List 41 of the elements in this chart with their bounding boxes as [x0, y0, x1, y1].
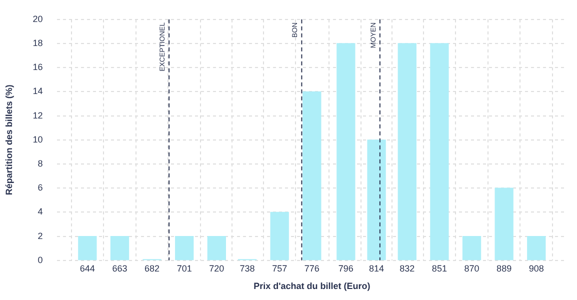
y-tick-label: 8: [38, 158, 43, 168]
y-tick-label: 12: [32, 110, 43, 120]
y-tick-label: 0: [38, 254, 43, 265]
bar: [78, 236, 97, 260]
y-tick-label: 6: [38, 182, 43, 193]
bar: [175, 236, 194, 260]
x-tick-label: 738: [240, 263, 255, 274]
x-tick-label: 720: [209, 263, 224, 274]
bar: [398, 43, 416, 260]
bar: [462, 236, 482, 260]
x-tick-label: 814: [369, 263, 384, 274]
bar: [302, 91, 322, 260]
x-tick-label: 757: [272, 263, 288, 274]
y-tick-label: 14: [32, 86, 43, 96]
y-tick-label: 10: [32, 134, 43, 144]
bar: [367, 140, 386, 260]
bar: [110, 236, 130, 260]
x-tick-label: 682: [144, 263, 160, 274]
bar: [270, 212, 289, 260]
y-axis-title: Répartition des billets (%): [4, 84, 14, 196]
x-tick-label: 908: [528, 263, 544, 274]
bar: [527, 236, 546, 260]
bar: [336, 43, 356, 260]
x-tick-label: 701: [176, 263, 192, 274]
x-tick-label: 832: [400, 263, 415, 274]
x-axis-title: Prix d'achat du billet (Euro): [254, 281, 370, 292]
x-tick-label: 776: [304, 263, 320, 274]
y-tick-label: 18: [32, 38, 43, 48]
x-tick-label: 644: [80, 263, 95, 274]
x-tick-label: 889: [496, 263, 512, 274]
x-tick-label: 851: [432, 263, 447, 274]
x-tick-label: 870: [464, 263, 480, 274]
x-tick-label: 796: [338, 263, 354, 274]
y-tick-label: 2: [38, 230, 43, 241]
bar: [430, 43, 449, 260]
bar: [207, 236, 226, 260]
y-tick-label: 16: [32, 62, 43, 72]
y-tick-label: 4: [38, 206, 43, 217]
bar: [494, 188, 514, 260]
x-tick-label: 663: [112, 263, 128, 274]
y-tick-label: 20: [32, 14, 43, 24]
